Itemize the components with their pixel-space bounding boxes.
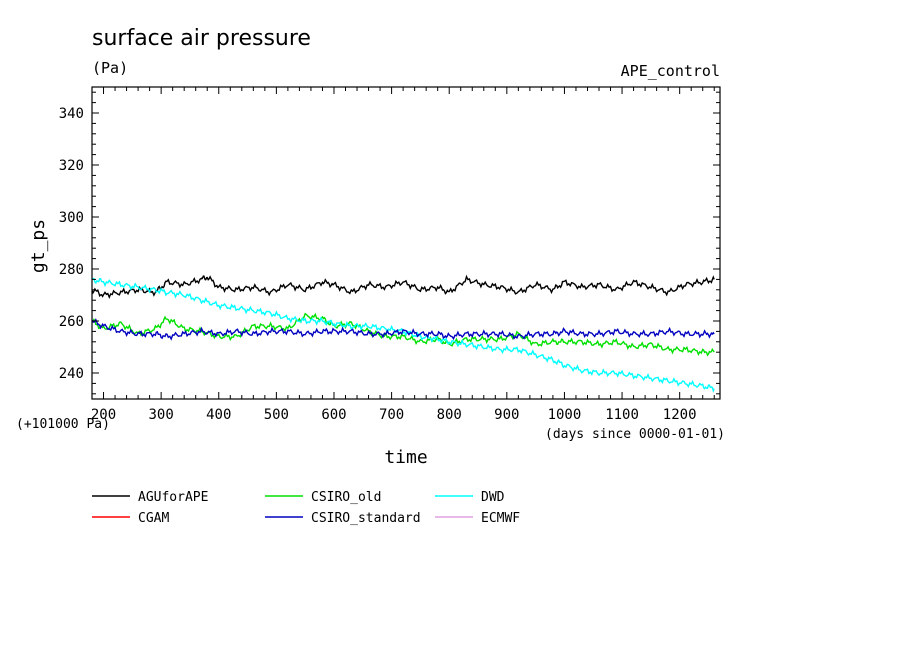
x-tick-label: 200 [91, 407, 116, 423]
x-tick-label: 900 [494, 407, 519, 423]
chart-title: surface air pressure [92, 26, 311, 51]
x-tick-label: 500 [264, 407, 289, 423]
y-axis: 240 260 280 300 320 340 [59, 91, 720, 395]
x-tick-label: 1000 [548, 407, 582, 423]
plot-frame [91, 86, 721, 400]
x-tick-label: 1100 [605, 407, 639, 423]
x-axis-label: time [384, 447, 427, 468]
y-tick-label: 280 [59, 262, 84, 278]
y-tick-label: 320 [59, 158, 84, 174]
experiment-label: APE_control [621, 62, 720, 80]
legend: AGUforAPE CSIRO_old DWD CGAM CSIRO_standard E… [92, 490, 520, 526]
y-tick-label: 260 [59, 314, 84, 330]
series-line-csiro-standard [91, 318, 715, 341]
series-line-dwd [91, 277, 715, 393]
legend-label-ecmwf: ECMWF [481, 511, 520, 526]
y-offset-note: (+101000 Pa) [16, 417, 110, 432]
y-tick-label: 300 [59, 210, 84, 226]
legend-label-csiro-old: CSIRO_old [311, 490, 381, 505]
series-line-aguforape [91, 274, 715, 299]
y-axis-label: gt_ps [28, 219, 49, 273]
legend-label-csiro-standard: CSIRO_standard [311, 511, 421, 526]
x-tick-label: 300 [148, 407, 173, 423]
series-line-csiro-old [91, 312, 715, 357]
legend-label-dwd: DWD [481, 490, 505, 505]
y-tick-label: 240 [59, 366, 84, 382]
x-tick-label: 800 [437, 407, 462, 423]
x-tick-label: 600 [321, 407, 346, 423]
x-tick-label: 1200 [663, 407, 697, 423]
legend-label-cgam: CGAM [138, 511, 169, 526]
x-units-label: (days since 0000-01-01) [545, 427, 725, 442]
y-tick-label: 340 [59, 106, 84, 122]
x-tick-label: 400 [206, 407, 231, 423]
x-tick-label: 700 [379, 407, 404, 423]
x-axis: 200 300 400 500 600 700 800 900 1000 1100 1200 [91, 87, 715, 423]
plot-lines [91, 274, 715, 393]
units-label: (Pa) [92, 59, 128, 77]
legend-label-aguforape: AGUforAPE [138, 490, 208, 505]
